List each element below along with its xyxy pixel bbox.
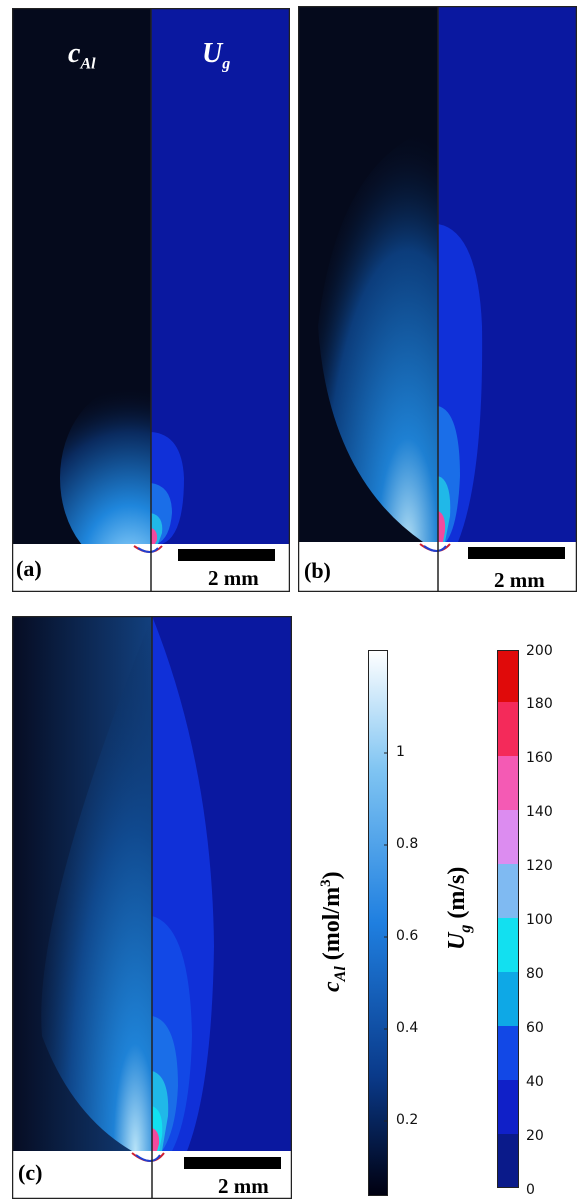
ug-colorbar-title: Ug (m/s) xyxy=(444,866,474,950)
ug-tick-140: 140 xyxy=(526,804,553,820)
cal-tick-0-2: 0.2 xyxy=(396,1112,419,1128)
ug-tick-40: 40 xyxy=(526,1074,544,1090)
panel-b: (b) 2 mm xyxy=(298,6,577,592)
ug-tick-60: 60 xyxy=(526,1020,544,1036)
ug-tick-20: 20 xyxy=(526,1128,544,1144)
cal-field-label: cAl xyxy=(68,38,96,73)
cal-colorbar xyxy=(368,650,388,1196)
panel-label-c: (c) xyxy=(18,1160,43,1185)
scale-label-a: 2 mm xyxy=(208,566,259,590)
panel-label-b: (b) xyxy=(304,558,331,583)
cal-tick-1: 1 xyxy=(396,744,405,760)
scale-label-b: 2 mm xyxy=(494,568,545,592)
ug-tick-100: 100 xyxy=(526,912,553,928)
cal-tick-0-4: 0.4 xyxy=(396,1020,419,1036)
ug-colorbar xyxy=(497,650,519,1188)
scale-bar-b xyxy=(468,547,565,559)
panel-a: cAl Ug (a) 2 mm xyxy=(12,8,290,592)
scale-bar-c xyxy=(184,1157,281,1169)
panel-label-a: (a) xyxy=(16,556,42,581)
panel-a-plot xyxy=(12,8,290,592)
panel-c: (c) 2 mm xyxy=(12,616,292,1199)
ug-tick-160: 160 xyxy=(526,750,553,766)
ug-field-label: Ug xyxy=(202,38,231,73)
panel-b-plot xyxy=(298,6,577,592)
ug-tick-120: 120 xyxy=(526,858,553,874)
panel-c-plot xyxy=(12,616,292,1199)
ug-tick-200: 200 xyxy=(526,643,553,659)
cal-colorbar-title: cAl (mol/m3) xyxy=(318,871,349,992)
ug-tick-80: 80 xyxy=(526,966,544,982)
cal-tick-0-8: 0.8 xyxy=(396,836,419,852)
cal-tick-0-6: 0.6 xyxy=(396,928,419,944)
scale-label-c: 2 mm xyxy=(218,1174,269,1198)
scale-bar-a xyxy=(178,549,275,561)
ug-tick-0: 0 xyxy=(526,1182,535,1198)
ug-tick-180: 180 xyxy=(526,696,553,712)
